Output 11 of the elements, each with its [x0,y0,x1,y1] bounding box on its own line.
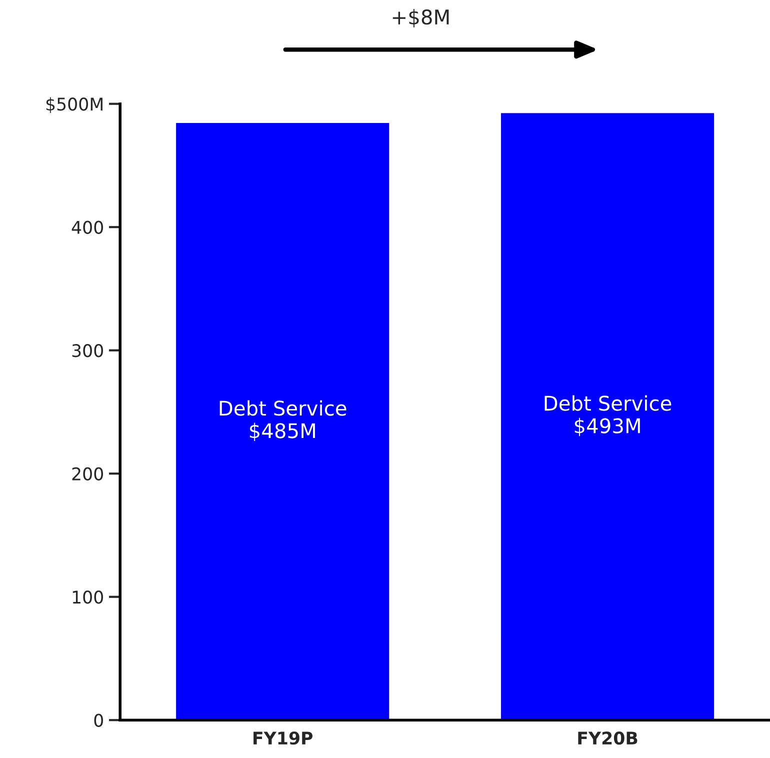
data-label: Debt Service $485M [220,400,346,442]
y-tick-label: 100 [72,590,103,604]
y-tick-label: $500M [46,97,102,113]
x-tick-label: FY19P [254,732,313,745]
data-label: Debt Service $493M [544,395,672,436]
y-tick-label: 300 [72,344,103,358]
y-tick-label: 400 [72,220,103,234]
y-tick-label: 0 [94,714,103,727]
text: +$8M [392,9,449,28]
x-tick-label: FY20B [578,732,638,745]
y-tick-label: 200 [72,467,103,480]
